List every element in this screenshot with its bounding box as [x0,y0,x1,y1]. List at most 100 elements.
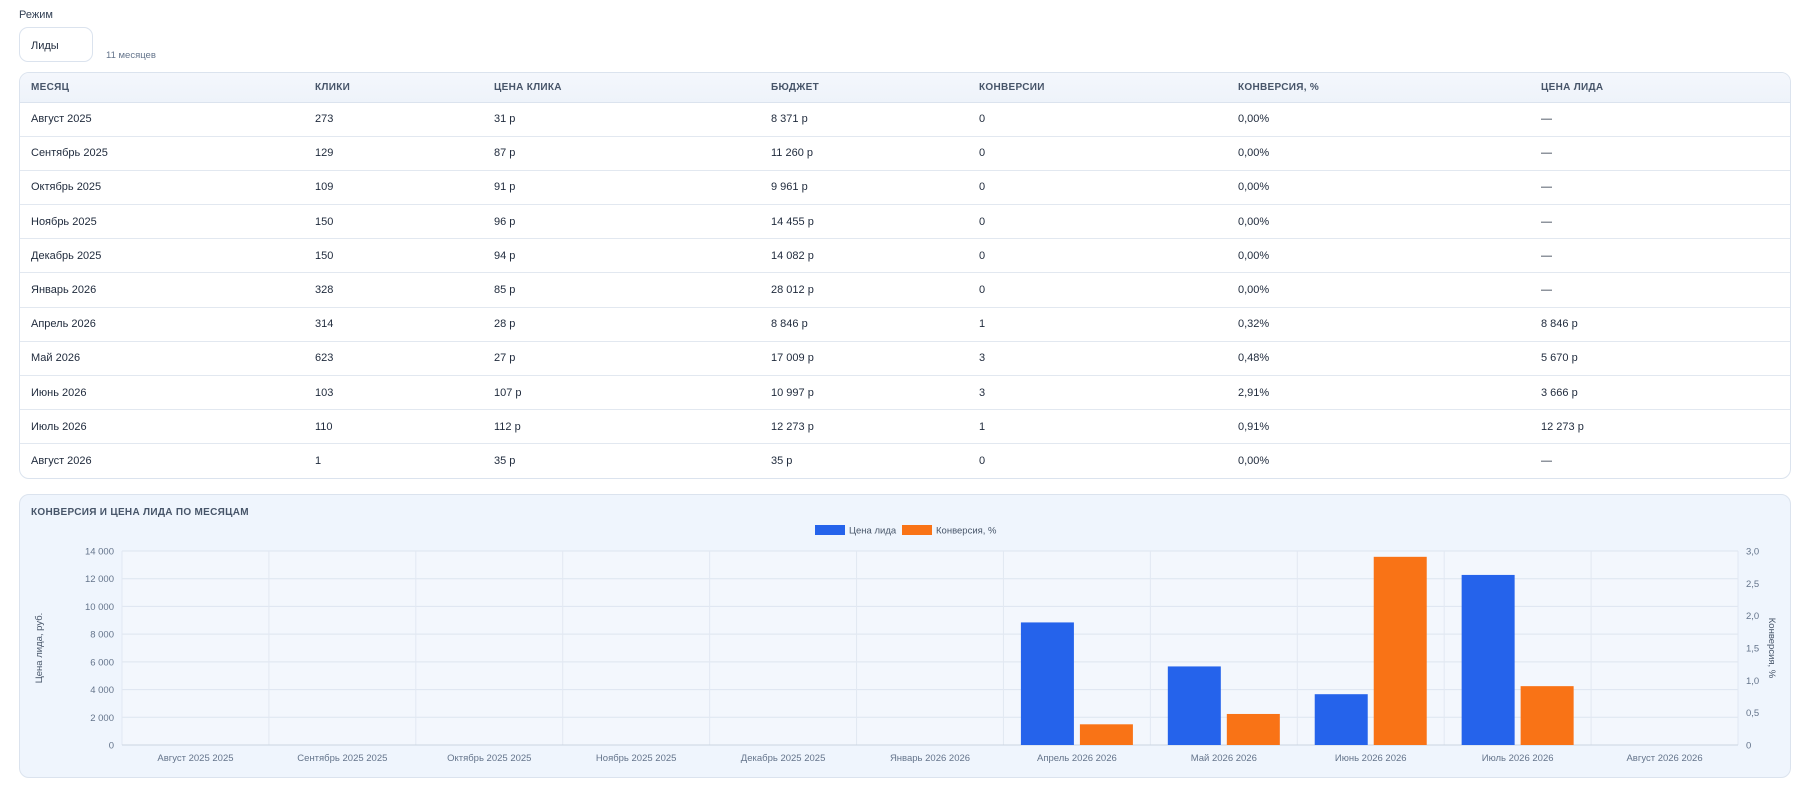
y-tick-label: 6 000 [90,657,114,668]
cell-budget: 14 455 р [760,204,968,239]
table-row: Август 2026 1 35 р 35 р 0 0,00% — [20,443,1790,478]
x-tick-label: Декабрь 2025 2025 [741,753,826,764]
months-count: 11 месяцев [106,50,156,61]
x-tick-label: Январь 2026 2026 [890,753,970,764]
y2-tick-label: 0,5 [1746,708,1759,719]
cell-clicks: 273 [315,113,334,126]
cell-conversion-rate: 2,91% [1227,374,1530,410]
cell-clicks: 328 [304,272,483,308]
cell-lead-price: — [1530,204,1790,239]
table-row: Сентябрь 2025 129 87 р 11 260 р 0 0,00% — [20,135,1790,171]
cell-conversions: 1 [968,409,1227,444]
table-header-row: МЕСЯЦ КЛИКИ ЦЕНА КЛИКА БЮДЖЕТ КОНВЕРСИИ … [20,73,1790,103]
bar-conversion-rate [1226,713,1280,745]
y2-axis-title: Конверсия, % [1766,618,1777,679]
cell-conversion-rate: 0,00% [1238,113,1270,126]
y-tick-label: 8 000 [90,630,114,641]
y2-tick-label: 0 [1746,741,1751,752]
y2-tick-label: 2,0 [1746,611,1759,622]
cell-budget: 35 р [760,443,968,478]
stats-table: МЕСЯЦ КЛИКИ ЦЕНА КЛИКА БЮДЖЕТ КОНВЕРСИИ … [20,73,1790,478]
table-row: Май 2026 623 27 р 17 009 р 3 0,48% 5 670 р [20,340,1790,376]
cell-conversion-rate: 0,00% [1227,272,1530,308]
header-clicks[interactable]: КЛИКИ [304,73,483,103]
cell-conversion-rate: 0,48% [1227,340,1530,376]
bar-conversion-rate [1079,724,1133,745]
y2-tick-label: 3,0 [1746,547,1759,558]
bar-lead-price [1461,574,1515,745]
cell-conversion-rate: 0,00% [1227,443,1530,478]
table-row: Июнь 2026 103 107 р 10 997 р 3 2,91% 3 666 р [20,374,1790,410]
cell-click-price: 94 р [483,238,760,273]
x-tick-label: Июль 2026 2026 [1482,753,1554,764]
x-tick-label: Октябрь 2025 2025 [447,753,531,764]
table-row: Июль 2026 110 112 р 12 273 р 1 0,91% 12 273 р [20,409,1790,444]
cell-lead-price: — [1530,169,1790,205]
cell-month: Октябрь 2025 [20,169,304,205]
cell-conversions: 3 [968,340,1227,376]
cell-clicks: 129 [304,135,483,171]
cell-conversions: 0 [968,238,1227,273]
table-row: Декабрь 2025 150 94 р 14 082 р 0 0,00% — [20,238,1790,273]
cell-month: Декабрь 2025 [20,238,304,273]
y2-tick-label: 1,5 [1746,644,1759,655]
cell-budget: 11 260 р [760,135,968,171]
cell-click-price: 28 р [483,306,760,342]
cell-conversion-rate: 0,91% [1227,409,1530,444]
x-tick-label: Апрель 2026 2026 [1037,753,1117,764]
cell-conversions: 0 [979,113,986,126]
cell-conversions: 0 [968,204,1227,239]
x-tick-label: Август 2025 2025 [157,753,233,764]
y-tick-label: 14 000 [85,547,114,558]
cell-conversion-rate: 0,00% [1227,204,1530,239]
header-conversions[interactable]: КОНВЕРСИИ [968,73,1227,103]
cell-click-price: 96 р [483,204,760,239]
cell-budget: 17 009 р [760,340,968,376]
cell-conversion-rate: 0,32% [1227,306,1530,342]
y-tick-label: 4 000 [90,685,114,696]
cell-conversion-rate: 0,00% [1227,135,1530,171]
cell-month: Август 2026 [20,443,304,478]
header-click-price[interactable]: ЦЕНА КЛИКА [483,73,760,103]
cell-budget: 8 371 р [771,113,808,126]
cell-conversions: 0 [968,169,1227,205]
cell-conversion-rate: 0,00% [1227,169,1530,205]
header-budget[interactable]: БЮДЖЕТ [760,73,968,103]
cell-conversion-rate: 0,00% [1227,238,1530,273]
y-tick-label: 0 [109,741,114,752]
cell-clicks: 110 [304,409,483,444]
header-lead-price[interactable]: ЦЕНА ЛИДА [1530,73,1790,103]
bar-conversion-rate [1520,686,1574,745]
cell-lead-price: — [1530,238,1790,273]
cell-click-price: 85 р [483,272,760,308]
cell-month: Август 2025 [31,113,92,126]
cell-lead-price: — [1530,272,1790,308]
x-tick-label: Май 2026 2026 [1191,753,1257,764]
header-month[interactable]: МЕСЯЦ [20,73,304,103]
bar-lead-price [1020,622,1074,745]
cell-conversions: 0 [968,135,1227,171]
cell-month: Июль 2026 [20,409,304,444]
table-row: Август 2025 273 31 р 8 371 р 0 0,00% — [20,102,1790,136]
bar-conversion-rate [1373,556,1427,745]
mode-select[interactable]: Лиды [19,27,93,62]
legend-label-conversion-rate: Конверсия, % [936,526,997,537]
header-conversion-rate[interactable]: КОНВЕРСИЯ, % [1227,73,1530,103]
cell-clicks: 109 [304,169,483,205]
cell-conversions: 0 [968,443,1227,478]
x-tick-label: Июнь 2026 2026 [1335,753,1407,764]
legend-label-lead-price: Цена лида [849,526,897,537]
y2-tick-label: 2,5 [1746,579,1759,590]
cell-lead-price: 8 846 р [1530,306,1790,342]
conversion-lead-price-chart: 0 2 000 4 000 6 000 8 000 10 000 12 000 14 000 0… [34,525,1777,764]
stats-table-card: МЕСЯЦ КЛИКИ ЦЕНА КЛИКА БЮДЖЕТ КОНВЕРСИИ … [19,72,1791,479]
y-tick-label: 12 000 [85,574,114,585]
legend-swatch-lead-price [815,525,845,535]
cell-clicks: 314 [304,306,483,342]
cell-click-price: 107 р [483,374,760,410]
mode-label: Режим [19,9,53,21]
cell-lead-price: 12 273 р [1530,409,1790,444]
cell-budget: 9 961 р [760,169,968,205]
cell-lead-price: — [1530,135,1790,171]
